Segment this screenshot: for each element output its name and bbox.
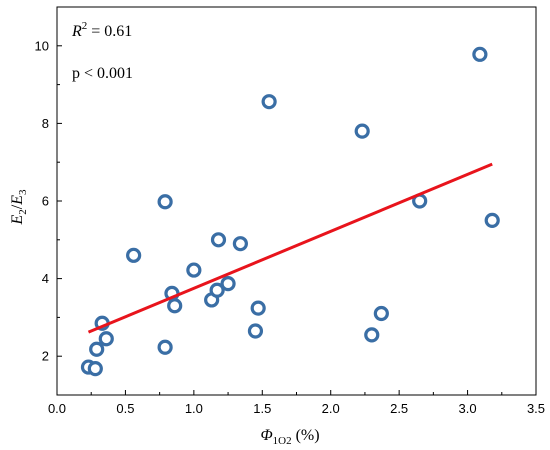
data-point (157, 339, 173, 355)
x-tick-label: 2.0 (322, 401, 340, 416)
x-axis-title-rest: (%) (292, 427, 320, 444)
data-point (354, 123, 370, 139)
data-point (167, 298, 183, 314)
regression-line (87, 162, 493, 334)
x-axis-title-sub: 1O2 (273, 435, 292, 447)
data-point (261, 94, 277, 110)
y-tick-label: 2 (42, 349, 49, 364)
data-point (157, 194, 173, 210)
data-point (472, 46, 488, 62)
data-point (364, 327, 380, 343)
r-squared-annotation: R2 = 0.61 (71, 20, 132, 40)
y-axis-title-e1: E (9, 215, 26, 226)
y-tick-label: 6 (42, 194, 49, 209)
data-point (232, 236, 248, 252)
y-tick-label: 4 (42, 271, 49, 286)
r2-symbol: R (71, 23, 82, 40)
x-tick-label: 3.0 (459, 401, 477, 416)
x-tick-label: 3.5 (527, 401, 545, 416)
x-tick-label: 2.5 (390, 401, 408, 416)
y-tick-label: 8 (42, 116, 49, 131)
data-point (209, 282, 225, 298)
x-tick-label: 0.5 (116, 401, 134, 416)
data-point (126, 247, 142, 263)
p-value-annotation: p < 0.001 (72, 65, 133, 82)
data-point (98, 331, 114, 347)
data-point (210, 232, 227, 248)
y-tick-label: 10 (35, 38, 49, 53)
data-point (220, 276, 236, 292)
y-axis-title-sub2: 3 (17, 189, 29, 195)
data-point (373, 305, 389, 322)
data-point (186, 262, 202, 278)
x-tick-label: 0.0 (48, 401, 66, 416)
plot-layer: 0.0 0.5 1.0 1.5 2.0 2.5 3.0 3.5 2 4 6 8 10 (35, 6, 545, 416)
y-axis-title-slash: / (9, 204, 26, 209)
x-tick-label: 1.0 (185, 401, 203, 416)
y-axis-title-e2: E (9, 195, 26, 206)
data-point (89, 341, 105, 357)
x-tick-label: 1.5 (253, 401, 271, 416)
x-axis-title-main: Φ (260, 427, 272, 444)
r2-value: = 0.61 (87, 23, 132, 40)
data-point (247, 323, 264, 339)
data-point (484, 212, 500, 228)
x-axis-title: Φ1O2 (%) (260, 427, 319, 447)
y-axis-title-sub1: 2 (17, 209, 29, 215)
data-point (87, 361, 103, 377)
r2-superscript: 2 (82, 20, 88, 32)
y-axis-title: E2/E3 (9, 189, 29, 226)
data-point (250, 300, 266, 316)
